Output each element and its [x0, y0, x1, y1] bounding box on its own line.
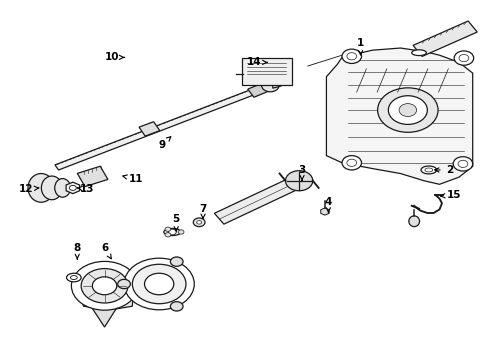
Polygon shape [214, 179, 296, 224]
Circle shape [193, 218, 204, 226]
Text: 11: 11 [122, 174, 143, 184]
Ellipse shape [411, 50, 426, 55]
Text: 6: 6 [101, 243, 111, 259]
Text: 2: 2 [434, 165, 452, 175]
Circle shape [168, 229, 176, 235]
Ellipse shape [41, 176, 62, 200]
Circle shape [178, 230, 183, 234]
Circle shape [346, 159, 356, 166]
Ellipse shape [55, 179, 70, 197]
Ellipse shape [420, 166, 436, 174]
Circle shape [377, 88, 437, 132]
Text: 14: 14 [246, 57, 267, 67]
Circle shape [164, 227, 170, 231]
Circle shape [387, 96, 427, 125]
Circle shape [170, 302, 183, 311]
Circle shape [144, 273, 173, 295]
Polygon shape [66, 182, 80, 194]
Polygon shape [326, 48, 472, 184]
Text: 15: 15 [440, 190, 461, 200]
Text: 13: 13 [77, 184, 95, 194]
Text: 1: 1 [356, 38, 364, 55]
Polygon shape [55, 87, 261, 170]
Circle shape [346, 53, 356, 60]
Text: 5: 5 [172, 215, 180, 231]
Ellipse shape [163, 228, 181, 235]
Text: 3: 3 [298, 165, 305, 180]
Polygon shape [412, 21, 476, 57]
Circle shape [81, 269, 128, 303]
Circle shape [92, 277, 117, 295]
Text: 10: 10 [104, 52, 124, 62]
Polygon shape [77, 166, 108, 186]
Circle shape [196, 221, 201, 224]
Polygon shape [272, 80, 282, 88]
Polygon shape [247, 83, 269, 97]
Ellipse shape [408, 216, 419, 226]
Ellipse shape [66, 273, 81, 282]
Ellipse shape [28, 174, 54, 202]
Text: 9: 9 [158, 137, 170, 150]
Circle shape [341, 49, 361, 63]
Circle shape [170, 257, 183, 266]
Circle shape [341, 156, 361, 170]
Text: 8: 8 [74, 243, 81, 259]
Circle shape [452, 157, 472, 171]
Polygon shape [76, 267, 133, 310]
Circle shape [453, 51, 473, 65]
Polygon shape [139, 122, 160, 136]
Circle shape [458, 54, 468, 62]
FancyBboxPatch shape [241, 58, 292, 85]
Circle shape [132, 264, 185, 304]
Circle shape [285, 171, 312, 191]
Text: 12: 12 [19, 184, 39, 194]
Circle shape [124, 258, 194, 310]
Circle shape [164, 233, 170, 237]
Ellipse shape [424, 168, 432, 172]
Circle shape [457, 160, 467, 167]
Text: 7: 7 [199, 204, 206, 218]
Polygon shape [320, 208, 328, 215]
Ellipse shape [70, 275, 77, 279]
Circle shape [118, 279, 130, 289]
Circle shape [261, 79, 279, 92]
Circle shape [398, 104, 416, 117]
Polygon shape [91, 306, 118, 327]
Text: 4: 4 [324, 197, 331, 212]
Circle shape [69, 185, 76, 190]
Circle shape [71, 261, 138, 310]
